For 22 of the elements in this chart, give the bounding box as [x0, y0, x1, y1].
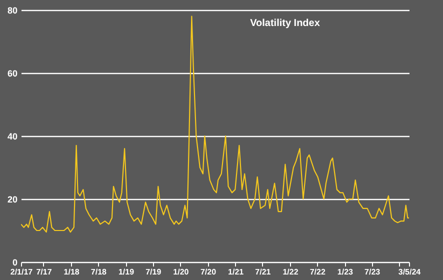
x-tick-label: 7/20	[200, 268, 217, 276]
x-tick-label: 1/22	[282, 268, 299, 276]
x-tick-label: 1/18	[64, 268, 80, 276]
x-tick-label: 1/20	[173, 268, 190, 276]
x-tick-label: 7/17	[36, 268, 52, 276]
text: Volatility Index	[250, 18, 320, 29]
x-tick-label: 3/5/24	[398, 268, 422, 276]
x-tick-label: 1/21	[228, 268, 244, 276]
y-tick-label: 40	[7, 132, 18, 142]
y-tick-label: 20	[7, 194, 18, 204]
x-tick-label: 7/18	[90, 268, 108, 276]
x-tick-label: 1/23	[337, 268, 354, 276]
x-tick-label: 7/23	[364, 268, 381, 276]
line-series	[21, 16, 409, 233]
x-tick-label: 7/21	[255, 268, 272, 276]
x-tick-label: 2/1/17	[10, 268, 34, 276]
x-tick-label: 7/22	[310, 268, 326, 276]
x-tick-label: 7/19	[146, 268, 162, 276]
x-tick-label: 1/19	[118, 268, 135, 276]
y-tick-label: 60	[7, 68, 18, 78]
y-tick-label: 80	[7, 6, 18, 16]
y-tick-label: 0	[12, 258, 18, 268]
